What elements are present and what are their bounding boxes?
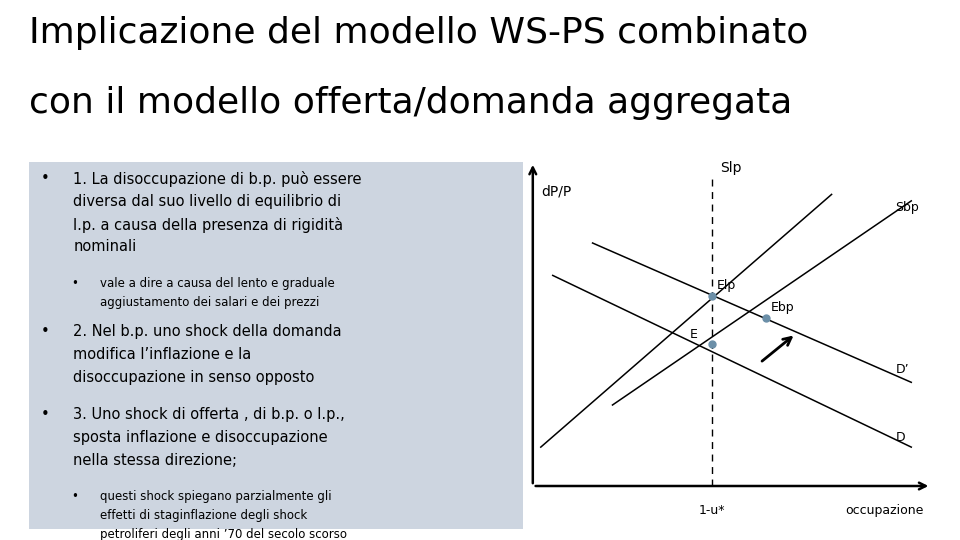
Text: Slp: Slp [720, 161, 741, 175]
Text: modifica l’inflazione e la: modifica l’inflazione e la [73, 347, 252, 362]
Text: D’: D’ [896, 362, 909, 376]
Text: aggiustamento dei salari e dei prezzi: aggiustamento dei salari e dei prezzi [101, 296, 320, 309]
Text: occupazione: occupazione [845, 504, 924, 517]
Text: questi shock spiegano parzialmente gli: questi shock spiegano parzialmente gli [101, 490, 332, 503]
Text: •: • [71, 490, 78, 503]
Text: 2. Nel b.p. uno shock della domanda: 2. Nel b.p. uno shock della domanda [73, 325, 342, 339]
Text: 3. Uno shock di offerta , di b.p. o l.p.,: 3. Uno shock di offerta , di b.p. o l.p.… [73, 407, 345, 422]
Text: vale a dire a causa del lento e graduale: vale a dire a causa del lento e graduale [101, 277, 335, 290]
Text: con il modello offerta/domanda aggregata: con il modello offerta/domanda aggregata [29, 86, 792, 120]
Text: nominali: nominali [73, 239, 136, 254]
Text: Implicazione del modello WS-PS combinato: Implicazione del modello WS-PS combinato [29, 16, 808, 50]
Text: Ebp: Ebp [771, 301, 794, 314]
Text: •: • [41, 325, 50, 339]
Text: E: E [690, 328, 698, 341]
Text: diversa dal suo livello di equilibrio di: diversa dal suo livello di equilibrio di [73, 194, 342, 209]
Text: effetti di staginflazione degli shock: effetti di staginflazione degli shock [101, 509, 308, 522]
Text: dP/P: dP/P [540, 185, 571, 199]
Text: •: • [41, 407, 50, 422]
Text: 1. La disoccupazione di b.p. può essere: 1. La disoccupazione di b.p. può essere [73, 171, 362, 187]
Text: •: • [41, 171, 50, 186]
Text: l.p. a causa della presenza di rigidità: l.p. a causa della presenza di rigidità [73, 217, 344, 233]
Text: disoccupazione in senso opposto: disoccupazione in senso opposto [73, 370, 315, 385]
Text: Elp: Elp [717, 279, 736, 292]
Text: sposta inflazione e disoccupazione: sposta inflazione e disoccupazione [73, 430, 328, 445]
Text: Sbp: Sbp [896, 200, 919, 214]
Text: nella stessa direzione;: nella stessa direzione; [73, 453, 237, 468]
Text: petroliferi degli anni ’70 del secolo scorso: petroliferi degli anni ’70 del secolo sc… [101, 529, 348, 540]
Text: •: • [71, 277, 78, 290]
Text: D: D [896, 430, 905, 444]
Text: 1-u*: 1-u* [699, 504, 726, 517]
